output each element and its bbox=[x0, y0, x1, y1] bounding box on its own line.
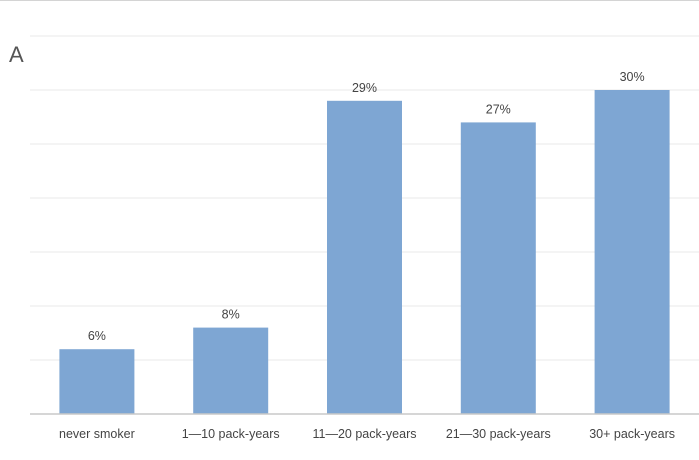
bar-3 bbox=[460, 122, 536, 415]
bar-0 bbox=[59, 349, 135, 414]
x-tick-label-0: never smoker bbox=[59, 427, 135, 441]
x-tick-label-2: 11—20 pack-years bbox=[313, 427, 417, 441]
data-label-4: 30% bbox=[620, 70, 645, 84]
data-label-1: 8% bbox=[222, 308, 240, 322]
data-labels: 6% 8% 29% 27% 30% bbox=[88, 70, 645, 343]
bar-4 bbox=[594, 90, 670, 414]
bar-2 bbox=[327, 100, 402, 415]
x-tick-label-3: 21—30 pack-years bbox=[446, 427, 551, 441]
x-tick-label-4: 30+ pack-years bbox=[589, 427, 675, 441]
panel-label: A bbox=[9, 42, 24, 67]
x-tick-label-1: 1—10 pack-years bbox=[182, 427, 280, 441]
bar-1 bbox=[193, 327, 269, 414]
data-label-0: 6% bbox=[88, 329, 106, 343]
bars bbox=[59, 90, 670, 415]
data-label-3: 27% bbox=[486, 102, 511, 116]
data-label-2: 29% bbox=[352, 81, 377, 95]
x-tick-labels: never smoker 1—10 pack-years 11—20 pack-ye… bbox=[59, 427, 675, 441]
top-divider bbox=[0, 0, 699, 1]
